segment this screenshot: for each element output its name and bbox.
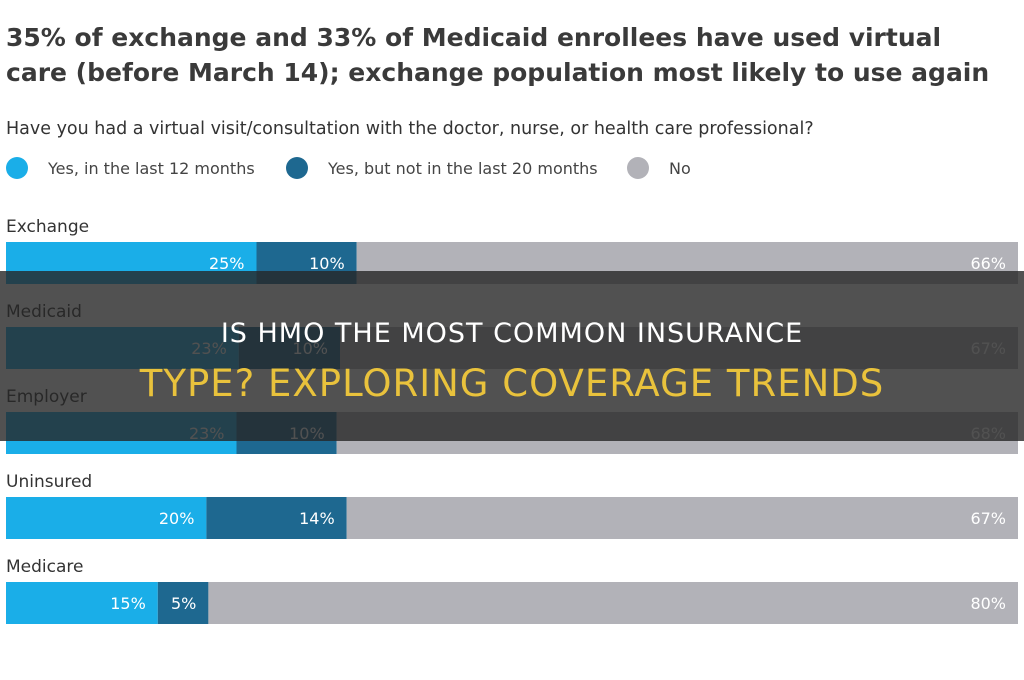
- data-label-exchange-series-2: 10%: [309, 254, 345, 273]
- chart-title-line-1: 35% of exchange and 33% of Medicaid enro…: [6, 23, 942, 52]
- legend-item-no: No: [627, 155, 691, 181]
- data-label-medicare-series-1: 15%: [110, 594, 146, 613]
- data-label-uninsured-series-2: 14%: [299, 509, 335, 528]
- data-label-medicare-series-3: 80%: [970, 594, 1006, 613]
- data-label-uninsured-series-1: 20%: [159, 509, 195, 528]
- legend-swatch-no: [627, 157, 649, 179]
- bar-uninsured-series-1: [6, 497, 207, 539]
- category-label-medicare: Medicare: [6, 557, 83, 577]
- data-label-exchange-series-1: 25%: [209, 254, 245, 273]
- bar-medicare-series-1: [6, 582, 158, 624]
- chart-subtitle: Have you had a virtual visit/consultatio…: [6, 119, 814, 139]
- legend-label-no: No: [669, 158, 691, 178]
- title-overlay-banner: [0, 271, 1024, 441]
- bar-medicare-series-2: [157, 582, 209, 624]
- category-label-exchange: Exchange: [6, 217, 89, 237]
- overlay-headline-line-1: IS HMO THE MOST COMMON INSURANCE: [220, 318, 804, 349]
- legend-item-last-12-months: Yes, in the last 12 months: [6, 155, 255, 181]
- bar-uninsured-series-3: [346, 497, 1018, 539]
- chart-title: 35% of exchange and 33% of Medicaid enro…: [6, 20, 1006, 90]
- legend-item-not-last-20-months: Yes, but not in the last 20 months: [286, 155, 598, 181]
- data-label-uninsured-series-3: 67%: [970, 509, 1006, 528]
- overlay-headline-line-2: TYPE? EXPLORING COVERAGE TRENDS: [139, 362, 885, 405]
- chart-title-line-2: care (before March 14); exchange populat…: [6, 58, 990, 87]
- bar-medicare-series-3: [208, 582, 1018, 624]
- legend-label-not-last-20-months: Yes, but not in the last 20 months: [328, 158, 598, 178]
- legend-swatch-not-last-20-months: [286, 157, 308, 179]
- category-label-uninsured: Uninsured: [6, 472, 92, 492]
- bar-uninsured-series-2: [206, 497, 347, 539]
- data-label-medicare-series-2: 5%: [171, 594, 196, 613]
- data-label-exchange-series-3: 66%: [970, 254, 1006, 273]
- legend-label-last-12-months: Yes, in the last 12 months: [48, 158, 255, 178]
- legend-swatch-last-12-months: [6, 157, 28, 179]
